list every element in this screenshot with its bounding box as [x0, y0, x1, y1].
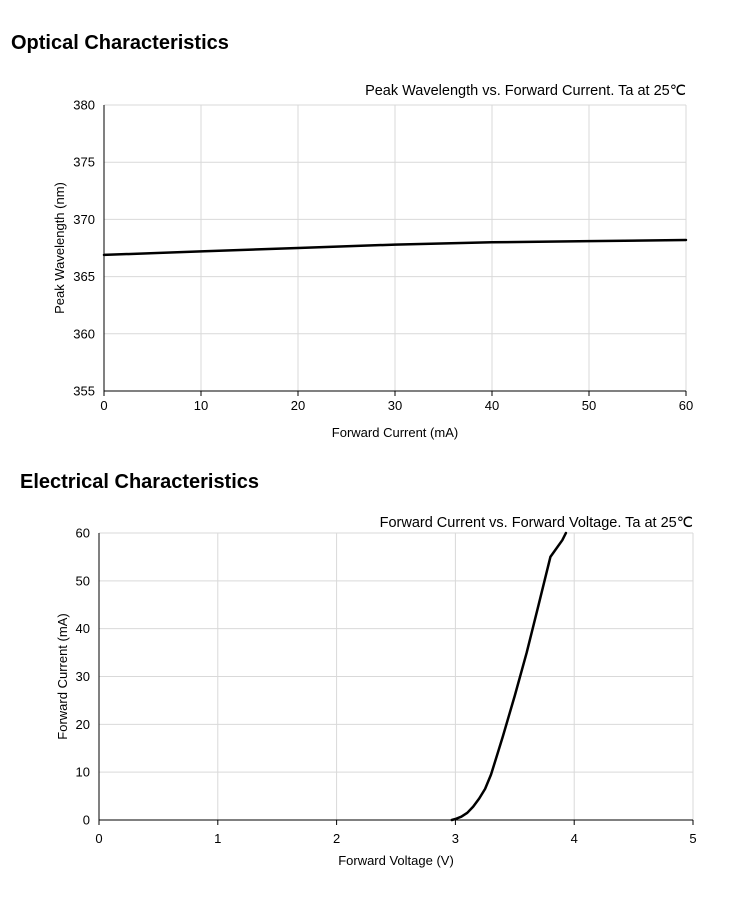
pw-x-axis-title: Forward Current (mA)	[332, 425, 458, 440]
pw-x-tick-label: 50	[582, 398, 596, 413]
fc-x-tick-label: 4	[571, 831, 578, 846]
pw-series-line	[102, 238, 688, 257]
fc-y-tick-label: 20	[76, 717, 90, 732]
pw-y-tick-label: 355	[73, 384, 95, 399]
pw-x-tick-label: 60	[679, 398, 693, 413]
fc-y-tick-label: 40	[76, 621, 90, 636]
pw-y-tick-label: 375	[73, 155, 95, 170]
fc-y-tick-label: 50	[76, 573, 90, 588]
fc-x-tick-label: 0	[95, 831, 102, 846]
fc-x-axis-title: Forward Voltage (V)	[338, 853, 454, 868]
pw-y-axis-title: Peak Wavelength (nm)	[52, 182, 67, 314]
pw-x-tick-label: 0	[100, 398, 107, 413]
pw-y-tick-label: 360	[73, 326, 95, 341]
fc-x-tick-label: 1	[214, 831, 221, 846]
fc-chart-title: Forward Current vs. Forward Voltage. Ta …	[380, 515, 693, 531]
fc-y-tick-label: 60	[76, 526, 90, 541]
fc-y-tick-label: 0	[83, 813, 90, 828]
pw-y-tick-label: 365	[73, 269, 95, 284]
fc-x-tick-label: 5	[689, 831, 696, 846]
fc-y-tick-label: 30	[76, 669, 90, 684]
pw-y-tick-label: 380	[73, 98, 95, 113]
pw-x-tick-label: 30	[388, 398, 402, 413]
pw-x-tick-label: 10	[194, 398, 208, 413]
fc-y-axis-title: Forward Current (mA)	[55, 613, 70, 739]
pw-y-tick-label: 370	[73, 212, 95, 227]
pw-x-tick-label: 20	[291, 398, 305, 413]
fc-x-tick-label: 2	[333, 831, 340, 846]
peak-wavelength-chart: 0 10 20 30 40 50 60 355 360 365 370 375 380 Peak Wave…	[52, 83, 693, 440]
pw-chart-title: Peak Wavelength vs. Forward Current. Ta …	[365, 83, 686, 99]
fc-y-tick-label: 10	[76, 765, 90, 780]
optical-characteristics-title: Optical Characteristics	[11, 32, 229, 54]
fc-series-line	[450, 531, 568, 822]
fc-x-tick-label: 3	[452, 831, 459, 846]
pw-x-tick-label: 40	[485, 398, 499, 413]
electrical-characteristics-title: Electrical Characteristics	[20, 471, 260, 493]
